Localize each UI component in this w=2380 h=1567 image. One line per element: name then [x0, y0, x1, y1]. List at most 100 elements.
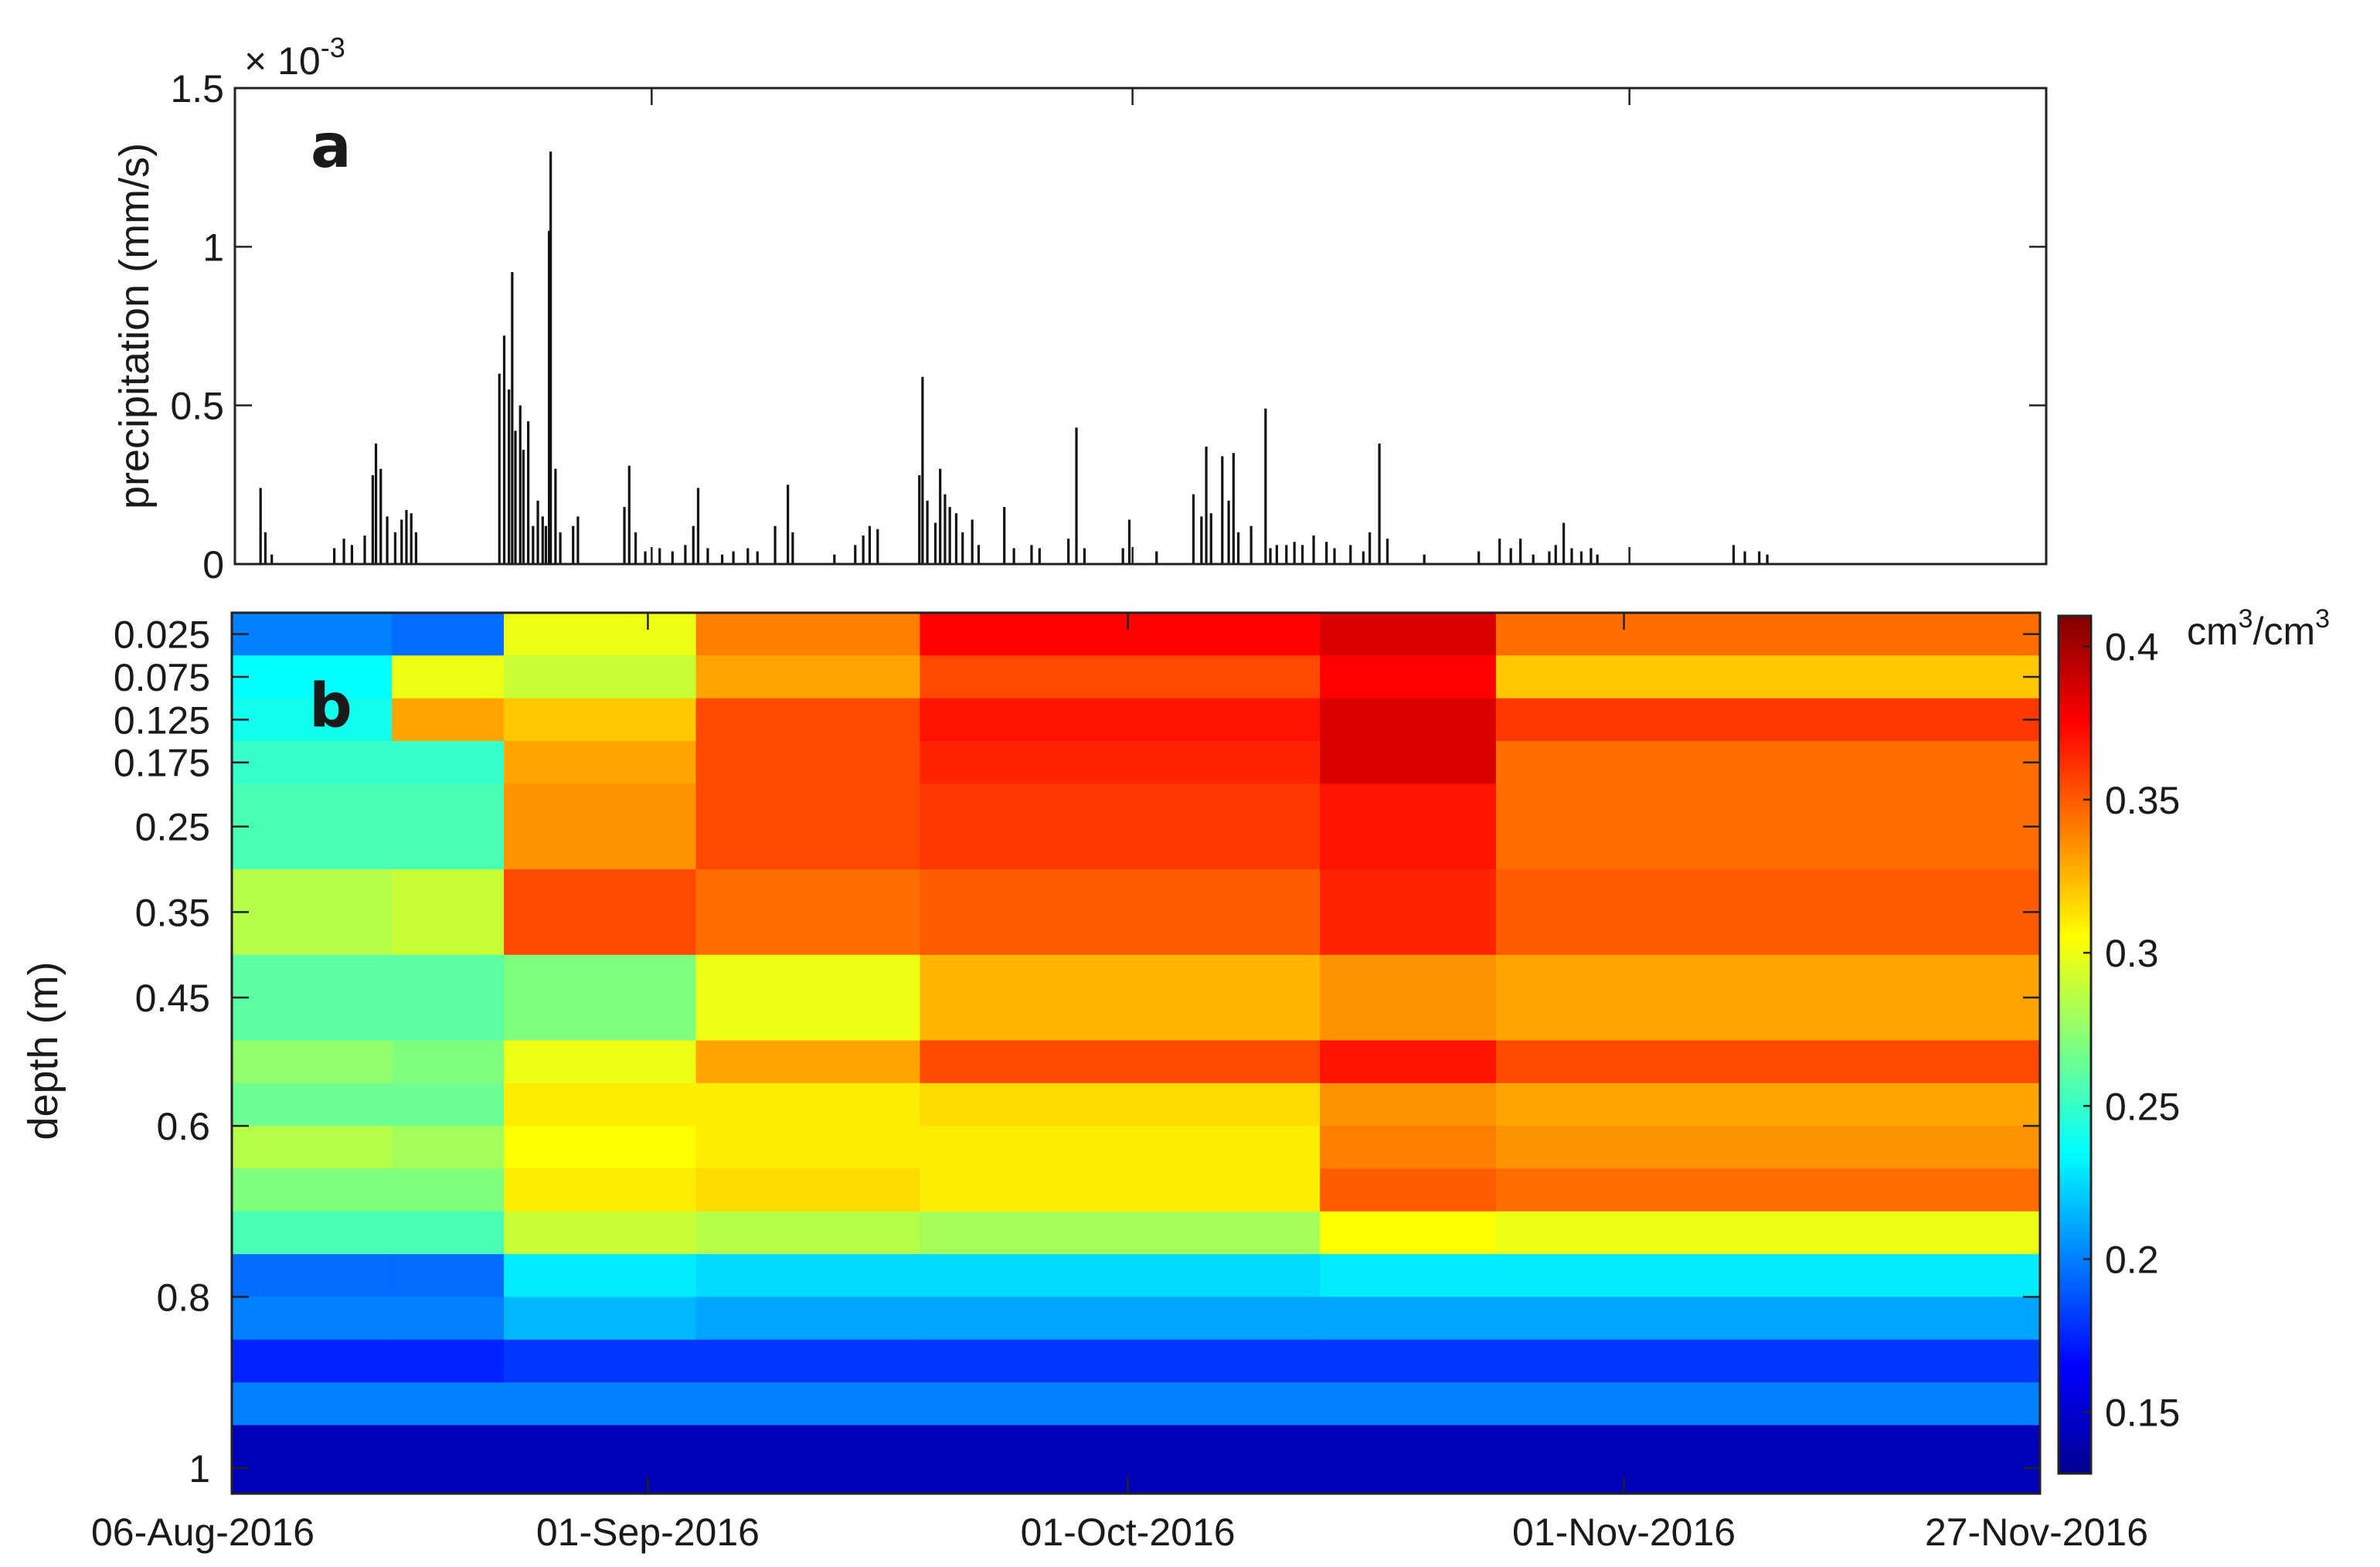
heatmap-cell [392, 869, 505, 956]
heatmap-cell [232, 1425, 393, 1494]
heatmap-cell [392, 1254, 505, 1298]
heatmap-cell [1495, 1425, 2041, 1494]
heatmap-cell [504, 1211, 697, 1255]
heatmap-plot-frame [230, 611, 2042, 1495]
heatmap-cell [504, 954, 697, 1041]
heatmap-cell [1320, 1297, 1497, 1341]
heatmap-cell [504, 1425, 697, 1494]
colorbar-tick-label: 0.25 [2105, 1085, 2180, 1128]
depth-y-tick-label: 1 [189, 1447, 210, 1491]
heatmap-cell [504, 1126, 697, 1170]
heatmap-cell [1495, 1382, 2041, 1426]
soil-moisture-heatmap [232, 613, 2041, 1494]
colorbar-ticks: 0.15 0.2 0.25 0.3 0.35 0.4 [2083, 626, 2180, 1435]
heatmap-cell [695, 1254, 921, 1298]
precipitation-exponent-power: -3 [321, 32, 345, 63]
heatmap-cell [1320, 1168, 1497, 1212]
heatmap-cell [1495, 1126, 2041, 1170]
date-x-tick-label: 01-Nov-2016 [1512, 1511, 1736, 1554]
heatmap-cell [504, 698, 697, 742]
precipitation-y-tick-label: 0.5 [170, 385, 224, 428]
heatmap-cell [920, 741, 1321, 784]
heatmap-cell [504, 869, 697, 956]
heatmap-cell [1495, 1168, 2041, 1212]
heatmap-cell [695, 613, 921, 656]
heatmap-cell [232, 1040, 393, 1084]
date-x-ticks: 06-Aug-2016 01-Sep-2016 01-Oct-2016 01-Nov-… [91, 613, 2148, 1554]
heatmap-cell [695, 1040, 921, 1084]
colorbar-gradient [2057, 614, 2093, 1475]
heatmap-cell [920, 698, 1321, 742]
heatmap-cell [232, 954, 393, 1041]
heatmap-cell [920, 954, 1321, 1041]
precipitation-panel: 0 0.5 1 1.5 precipitation (mm/s) × 10-3 a [111, 32, 2048, 586]
heatmap-cell [504, 1168, 697, 1212]
heatmap-cell [232, 1211, 393, 1255]
heatmap-cell [1495, 1254, 2041, 1298]
heatmap-cell [695, 954, 921, 1041]
heatmap-cell [1320, 1339, 1497, 1383]
heatmap-cell [920, 1040, 1321, 1084]
heatmap-cell [232, 1339, 393, 1383]
depth-y-tick-label: 0.35 [135, 891, 210, 934]
heatmap-cell [1495, 784, 2041, 870]
heatmap-cell [504, 1040, 697, 1084]
heatmap-cell [392, 1126, 505, 1170]
heatmap-cell [1320, 1425, 1497, 1494]
heatmap-cell [232, 1126, 393, 1170]
colorbar-tick-label: 0.3 [2105, 932, 2159, 975]
depth-y-tick-label: 0.125 [114, 699, 210, 742]
colorbar-tick-label: 0.4 [2105, 626, 2159, 669]
heatmap-cell [695, 1339, 921, 1383]
heatmap-cell [504, 1339, 697, 1383]
heatmap-cell [1495, 954, 2041, 1041]
heatmap-cell [920, 1425, 1321, 1494]
precipitation-y-tick-label: 1 [202, 226, 224, 269]
heatmap-cell [504, 784, 697, 870]
heatmap-cell [504, 1083, 697, 1127]
colorbar-tick-label: 0.35 [2105, 779, 2180, 822]
heatmap-cell [1320, 1126, 1497, 1170]
heatmap-cell [504, 1254, 697, 1298]
heatmap-cell [1495, 655, 2041, 699]
heatmap-cell [232, 655, 393, 699]
depth-y-tick-label: 0.025 [114, 614, 210, 657]
heatmap-cell [504, 1382, 697, 1426]
heatmap-cell [695, 1168, 921, 1212]
precipitation-y-tick-label: 1.5 [170, 67, 224, 110]
heatmap-cell [392, 1168, 505, 1212]
heatmap-cell [1320, 613, 1497, 656]
panel-label-a: a [311, 112, 352, 182]
heatmap-cell [504, 741, 697, 784]
depth-y-tick-label: 0.8 [156, 1276, 210, 1319]
heatmap-cell [695, 784, 921, 870]
heatmap-cell [392, 1297, 505, 1341]
heatmap-cell [920, 1168, 1321, 1212]
heatmap-cell [1320, 698, 1497, 742]
heatmap-cell [695, 869, 921, 956]
colorbar-unit-label: cm3/cm3 [2187, 604, 2330, 653]
precipitation-bars [259, 151, 1769, 564]
heatmap-cell [695, 1211, 921, 1255]
heatmap-cell [1320, 1382, 1497, 1426]
heatmap-cell [695, 741, 921, 784]
heatmap-cell [232, 1168, 393, 1212]
colorbar: 0.15 0.2 0.25 0.3 0.35 0.4 cm3/cm3 [2057, 604, 2330, 1475]
heatmap-cell [920, 1297, 1321, 1341]
heatmap-cell [695, 1126, 921, 1170]
heatmap-cell [1495, 869, 2041, 956]
heatmap-cell [1495, 1339, 2041, 1383]
heatmap-cell [392, 954, 505, 1041]
heatmap-cell [695, 1297, 921, 1341]
heatmap-cell [1495, 613, 2041, 656]
heatmap-cell [1320, 741, 1497, 784]
heatmap-cell [920, 1126, 1321, 1170]
heatmap-cell [1320, 954, 1497, 1041]
heatmap-cell [504, 655, 697, 699]
heatmap-cell [1495, 1211, 2041, 1255]
heatmap-cell [920, 1382, 1321, 1426]
depth-y-tick-label: 0.25 [135, 806, 210, 849]
colorbar-tick-label: 0.2 [2105, 1239, 2159, 1282]
